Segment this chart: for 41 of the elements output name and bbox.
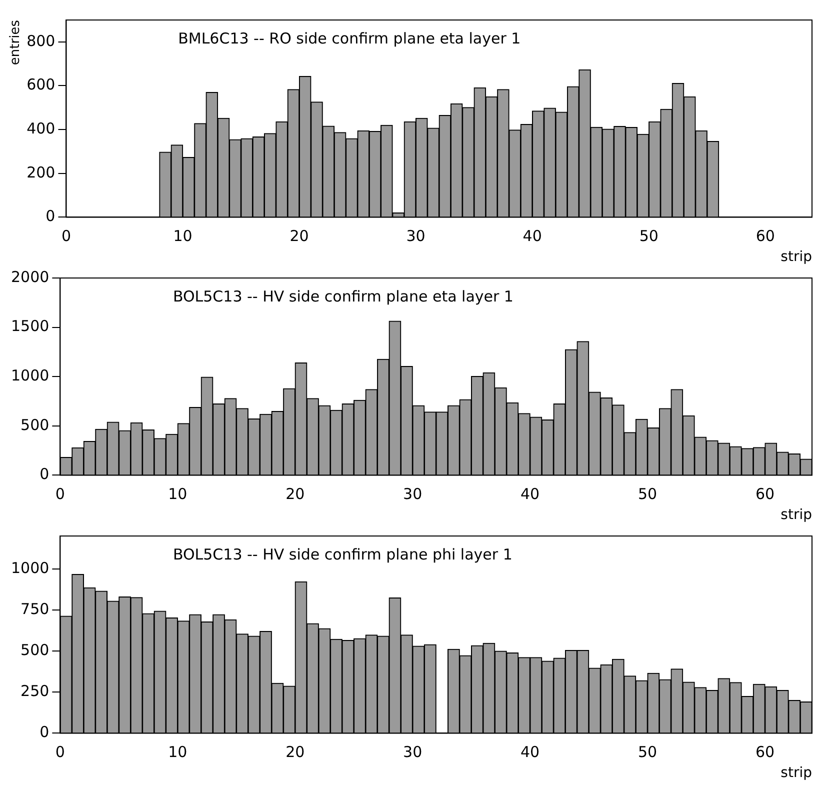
text: BML6C13 -- RO side confirm plane eta layer 1 (178, 29, 521, 48)
y-tick-label: 0 (46, 207, 56, 226)
x-tick-label: 10 (173, 227, 192, 246)
x-tick-label: 10 (168, 485, 188, 504)
y-tick-label: 200 (26, 163, 56, 182)
x-tick-label: 50 (638, 743, 658, 762)
y-tick-label: 250 (20, 682, 50, 700)
x-axis-title: strip (780, 249, 812, 266)
x-tick-label: 20 (290, 227, 309, 246)
x-tick-label: 20 (286, 743, 305, 762)
x-tick-label: 50 (639, 227, 658, 246)
y-tick-label: 0 (40, 465, 50, 484)
y-tick-label: 2000 (10, 268, 50, 286)
x-tick-label: 50 (638, 485, 658, 504)
text: BOL5C13 -- HV side confirm plane phi layer 1 (172, 545, 512, 564)
y-tick-label: 800 (26, 32, 56, 50)
x-tick-label: 40 (522, 227, 542, 246)
y-tick-label: 500 (20, 416, 50, 434)
x-tick-label: 40 (520, 743, 540, 762)
y-tick-label: 1500 (10, 317, 50, 336)
x-axis-title: strip (780, 507, 812, 524)
x-axis-title: strip (780, 765, 812, 782)
x-tick-label: 40 (520, 485, 540, 504)
text: BOL5C13 -- HV side confirm plane eta layer 1 (172, 287, 514, 306)
x-tick-label: 10 (168, 743, 188, 762)
x-tick-label: 60 (755, 743, 775, 762)
y-tick-label: 750 (20, 600, 50, 618)
x-tick-label: 0 (61, 227, 72, 246)
y-tick-label: 1000 (10, 366, 50, 384)
y-axis-title: entries (8, 20, 24, 66)
y-tick-label: 0 (40, 723, 50, 742)
y-tick-label: 400 (26, 119, 56, 138)
x-tick-label: 30 (406, 227, 426, 246)
x-tick-label: 30 (403, 485, 422, 504)
x-tick-label: 60 (755, 485, 775, 504)
x-tick-label: 20 (286, 485, 305, 504)
y-tick-label: 1000 (10, 558, 50, 577)
x-tick-label: 30 (403, 743, 422, 762)
y-tick-label: 600 (26, 76, 56, 94)
y-tick-label: 500 (20, 640, 50, 659)
x-tick-label: 60 (756, 227, 775, 246)
